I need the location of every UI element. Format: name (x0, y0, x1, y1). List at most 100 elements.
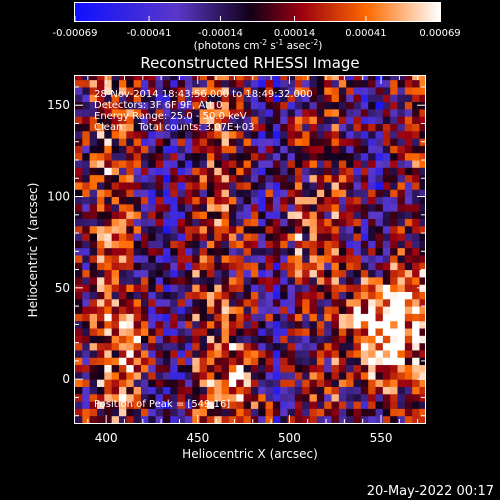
heatmap-cell (390, 174, 399, 183)
heatmap-cell (221, 415, 230, 424)
heatmap-cell (316, 269, 325, 278)
heatmap-cell (368, 379, 377, 387)
heatmap-cell (133, 342, 142, 351)
heatmap-cell (133, 298, 142, 307)
heatmap-cell (192, 218, 201, 227)
heatmap-cell (250, 269, 259, 278)
heatmap-cell (316, 79, 325, 88)
heatmap-cell (140, 254, 149, 263)
heatmap-cell (177, 328, 186, 336)
heatmap-cell (294, 181, 303, 190)
heatmap-cell (236, 342, 245, 351)
heatmap-cell (75, 379, 83, 387)
heatmap-cell (155, 415, 164, 424)
heatmap-cell (404, 75, 413, 81)
heatmap-cell (177, 167, 186, 176)
heatmap-cell (96, 240, 105, 249)
heatmap-cell (243, 386, 252, 395)
heatmap-cell (111, 306, 120, 314)
heatmap-cell (243, 342, 252, 351)
heatmap-cell (324, 79, 333, 88)
heatmap-cell (272, 415, 281, 424)
heatmap-cell (346, 145, 355, 154)
heatmap-cell (162, 408, 171, 417)
heatmap-cell (177, 276, 186, 285)
heatmap-cell (170, 408, 179, 417)
heatmap-cell (390, 79, 399, 88)
heatmap-cell (192, 196, 201, 205)
heatmap-cell (89, 386, 98, 395)
heatmap-cell (258, 152, 267, 161)
heatmap-cell (302, 364, 311, 373)
heatmap-cell (397, 123, 406, 132)
heatmap-cell (258, 408, 267, 417)
heatmap-cell (324, 211, 333, 219)
heatmap-cell (89, 145, 98, 154)
heatmap-cell (243, 152, 252, 161)
heatmap-cell (155, 254, 164, 263)
heatmap-cell (302, 203, 311, 212)
heatmap-cell (118, 349, 127, 358)
heatmap-cell (118, 284, 127, 293)
heatmap-cell (280, 393, 289, 402)
heatmap-cell (75, 94, 83, 103)
heatmap-cell (89, 276, 98, 285)
heatmap-cell (228, 189, 237, 198)
heatmap-cell (309, 174, 318, 183)
heatmap-cell (126, 101, 135, 110)
heatmap-cell (236, 364, 245, 373)
heatmap-cell (412, 203, 421, 212)
heatmap-cell (192, 328, 201, 336)
heatmap-cell (214, 225, 223, 234)
heatmap-cell (309, 276, 318, 285)
heatmap-cell (331, 298, 340, 307)
heatmap-cell (104, 160, 113, 168)
heatmap-cell (148, 276, 157, 285)
heatmap-cell (75, 225, 83, 234)
heatmap-cell (236, 284, 245, 293)
heatmap-cell (140, 379, 149, 387)
heatmap-cell (258, 349, 267, 358)
heatmap-cell (302, 123, 311, 132)
heatmap-cell (199, 233, 208, 241)
heatmap-cell (250, 328, 259, 336)
heatmap-cell (148, 152, 157, 161)
heatmap-cell (382, 313, 391, 322)
heatmap-cell (199, 357, 208, 366)
heatmap-cell (382, 196, 391, 205)
heatmap-cell (324, 386, 333, 395)
heatmap-cell (126, 116, 135, 124)
heatmap-cell (382, 364, 391, 373)
heatmap-cell (294, 240, 303, 249)
heatmap-cell (346, 269, 355, 278)
heatmap-cell (221, 284, 230, 293)
heatmap-cell (133, 79, 142, 88)
heatmap-cell (133, 181, 142, 190)
heatmap-cell (199, 269, 208, 278)
heatmap-cell (82, 138, 91, 146)
heatmap-cell (82, 152, 91, 161)
heatmap-cell (104, 401, 113, 409)
heatmap-cell (206, 284, 215, 293)
heatmap-cell (302, 101, 311, 110)
heatmap-cell (82, 298, 91, 307)
heatmap-cell (75, 306, 83, 314)
heatmap-cell (324, 291, 333, 300)
heatmap-cell (111, 75, 120, 81)
annotation-energy: Energy Range: 25.0 - 50.0 keV (94, 111, 247, 122)
heatmap-cell (96, 152, 105, 161)
heatmap-cell (368, 247, 377, 256)
heatmap-cell (265, 342, 274, 351)
heatmap-cell (250, 386, 259, 395)
heatmap-cell (397, 276, 406, 285)
heatmap-cell (126, 225, 135, 234)
heatmap-cell (104, 211, 113, 219)
heatmap-cell (272, 75, 281, 81)
heatmap-cell (331, 145, 340, 154)
heatmap-cell (360, 75, 369, 81)
heatmap-cell (258, 401, 267, 409)
heatmap-cell (96, 371, 105, 380)
heatmap-cell (382, 254, 391, 263)
heatmap-cell (214, 240, 223, 249)
